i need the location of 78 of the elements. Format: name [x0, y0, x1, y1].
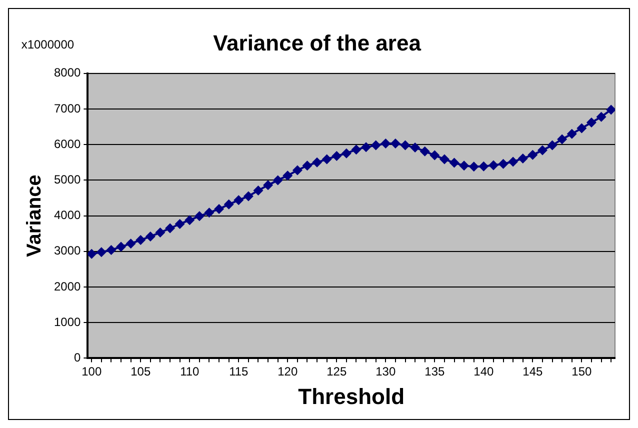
point: [224, 199, 234, 210]
x-tick-label: 110: [180, 364, 200, 379]
point: [214, 204, 224, 214]
x-tick-label: 125: [326, 364, 347, 379]
chart-title: Variance of the area: [213, 30, 422, 56]
y-tick-label: 3000: [54, 244, 82, 258]
point: [361, 142, 372, 152]
point: [420, 146, 430, 156]
point: [459, 160, 470, 171]
point: [410, 142, 420, 152]
point: [174, 218, 185, 229]
y-axis-title: Variance: [24, 174, 46, 257]
point: [292, 165, 302, 176]
x-axis-title: Threshold: [298, 384, 405, 409]
point: [243, 191, 254, 202]
point: [488, 160, 498, 170]
point: [468, 162, 479, 172]
point: [136, 235, 146, 246]
x-tick-label: 145: [522, 364, 543, 379]
x-tick-label: 105: [130, 364, 151, 379]
point: [566, 128, 577, 139]
point: [282, 170, 293, 181]
point: [528, 150, 538, 160]
point: [234, 195, 244, 206]
point: [204, 208, 214, 218]
point: [145, 231, 156, 242]
point: [106, 244, 116, 255]
point: [322, 154, 332, 164]
x-tick-label: 115: [229, 364, 249, 379]
point: [478, 161, 489, 172]
x-tick-label: 140: [474, 364, 494, 379]
point: [380, 138, 391, 149]
point: [557, 134, 568, 144]
point: [370, 140, 381, 150]
point: [537, 145, 548, 156]
point: [508, 156, 518, 167]
y-tick-label: 1000: [54, 314, 82, 329]
point: [547, 140, 558, 150]
point: [126, 238, 136, 249]
point: [449, 158, 460, 168]
point: [184, 215, 195, 226]
point: [165, 223, 176, 234]
x-tick-label: 135: [424, 364, 445, 379]
y-tick-label: 8000: [54, 66, 82, 80]
point: [332, 150, 342, 161]
point: [430, 150, 440, 160]
x-tick-label: 100: [82, 364, 102, 379]
y-tick-label: 7000: [54, 101, 82, 116]
point: [341, 148, 352, 158]
point: [272, 175, 283, 186]
point: [439, 154, 450, 164]
point: [498, 158, 508, 169]
point: [302, 160, 312, 171]
point: [253, 186, 264, 196]
x-tick-label: 130: [376, 364, 396, 379]
point: [312, 157, 322, 168]
point: [518, 153, 528, 164]
x-tick-label: 120: [278, 364, 298, 379]
point: [263, 180, 274, 190]
y-tick-label: 6000: [54, 136, 82, 151]
text: x1000000: [21, 37, 74, 52]
point: [576, 123, 587, 134]
point: [194, 211, 204, 222]
point: [400, 140, 410, 150]
point: [586, 118, 596, 128]
point: [351, 144, 362, 155]
y-tick-label: 5000: [54, 172, 82, 187]
point: [596, 112, 606, 122]
x-tick-label: 150: [572, 364, 592, 379]
point: [88, 248, 97, 259]
point: [390, 138, 400, 149]
y-tick-label: 4000: [54, 208, 82, 222]
point: [96, 247, 106, 258]
point: [155, 228, 166, 238]
y-tick-label: 0: [74, 350, 82, 365]
point: [606, 104, 615, 115]
point: [116, 242, 126, 252]
y-tick-label: 2000: [54, 279, 82, 294]
